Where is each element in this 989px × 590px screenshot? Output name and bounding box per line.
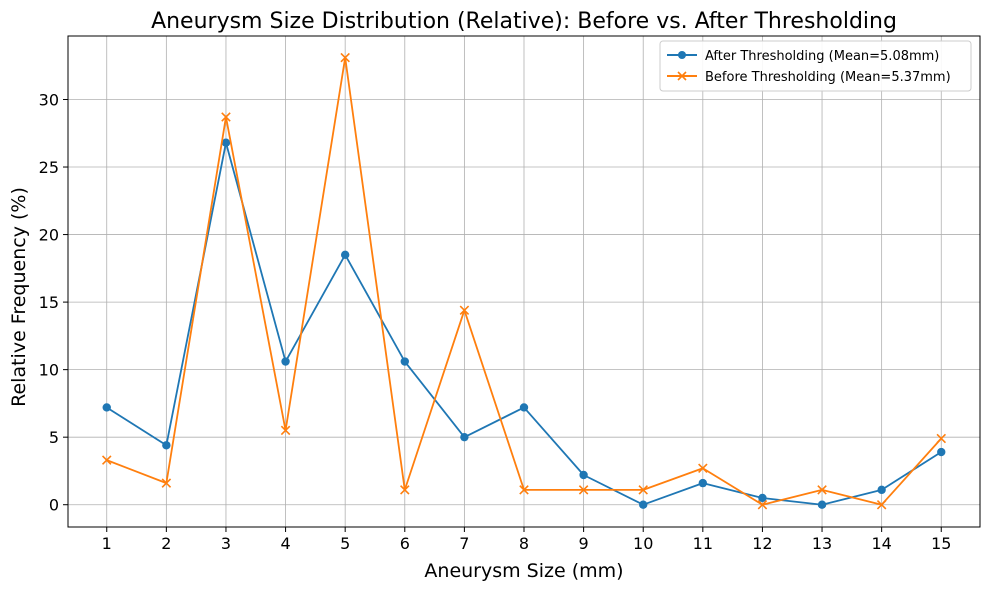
y-tick-label: 30 <box>39 90 59 109</box>
series-layer <box>101 52 947 510</box>
grid-layer <box>68 36 980 527</box>
data-point-after <box>579 470 588 480</box>
y-tick-label: 0 <box>49 496 59 515</box>
y-tick-label: 15 <box>39 293 59 312</box>
data-point-before <box>280 425 291 436</box>
data-point-after <box>460 432 469 442</box>
x-tick-label: 15 <box>931 534 951 553</box>
data-point-before <box>578 485 589 495</box>
data-point-after <box>340 250 350 260</box>
x-tick-label: 11 <box>693 534 713 553</box>
data-point-after <box>758 493 767 503</box>
data-point-after <box>817 500 827 509</box>
data-point-before <box>459 305 470 315</box>
data-point-before <box>936 433 947 444</box>
data-point-before <box>519 485 529 495</box>
data-point-after <box>639 500 648 509</box>
x-tick-label: 4 <box>280 534 290 553</box>
legend-swatch-after-marker <box>678 51 686 59</box>
data-point-after <box>698 478 708 488</box>
y-tick-label: 5 <box>49 428 59 447</box>
data-point-after <box>102 403 111 412</box>
data-point-after <box>877 485 886 495</box>
x-axis-label: Aneurysm Size (mm) <box>424 560 623 582</box>
x-tick-label: 6 <box>400 534 410 553</box>
x-tick-label: 10 <box>633 534 653 553</box>
data-point-before <box>638 485 648 495</box>
data-point-after <box>519 403 529 412</box>
data-point-after <box>281 357 290 366</box>
legend-swatch-before-marker <box>677 71 687 81</box>
x-tick-label: 13 <box>812 534 832 553</box>
data-point-before <box>876 499 887 510</box>
data-point-after <box>937 447 946 457</box>
x-tick-label: 8 <box>519 534 529 553</box>
x-tick-label: 1 <box>102 534 112 553</box>
x-tick-label: 7 <box>459 534 469 553</box>
x-tick-label: 9 <box>579 534 589 553</box>
y-tick-label: 25 <box>39 158 59 177</box>
y-tick-label: 20 <box>39 226 59 245</box>
data-point-before <box>161 478 172 488</box>
data-point-before <box>400 485 410 495</box>
legend-box <box>659 40 972 92</box>
data-point-before <box>817 485 827 495</box>
y-tick-label: 10 <box>39 361 59 380</box>
data-point-after <box>221 138 231 147</box>
legend-label-before: Before Thresholding (Mean=5.37mm) <box>705 70 951 85</box>
y-axis-label: Relative Frequency (%) <box>8 187 30 407</box>
x-tick-label: 5 <box>340 534 350 553</box>
data-point-before <box>101 455 112 465</box>
data-point-after <box>400 357 409 366</box>
chart-title: Aneurysm Size Distribution (Relative): B… <box>151 9 897 34</box>
data-point-before <box>757 499 768 510</box>
legend-label-after: After Thresholding (Mean=5.08mm) <box>705 49 939 64</box>
x-tick-label: 14 <box>871 534 891 553</box>
data-point-before <box>698 463 708 474</box>
x-tick-label: 12 <box>752 534 772 553</box>
x-tick-label: 3 <box>221 534 231 553</box>
legend: After Thresholding (Mean=5.08mm) Before … <box>659 40 972 92</box>
data-point-before <box>340 52 350 63</box>
data-point-before <box>221 112 231 122</box>
x-tick-label: 2 <box>161 534 171 553</box>
data-point-after <box>162 441 171 450</box>
